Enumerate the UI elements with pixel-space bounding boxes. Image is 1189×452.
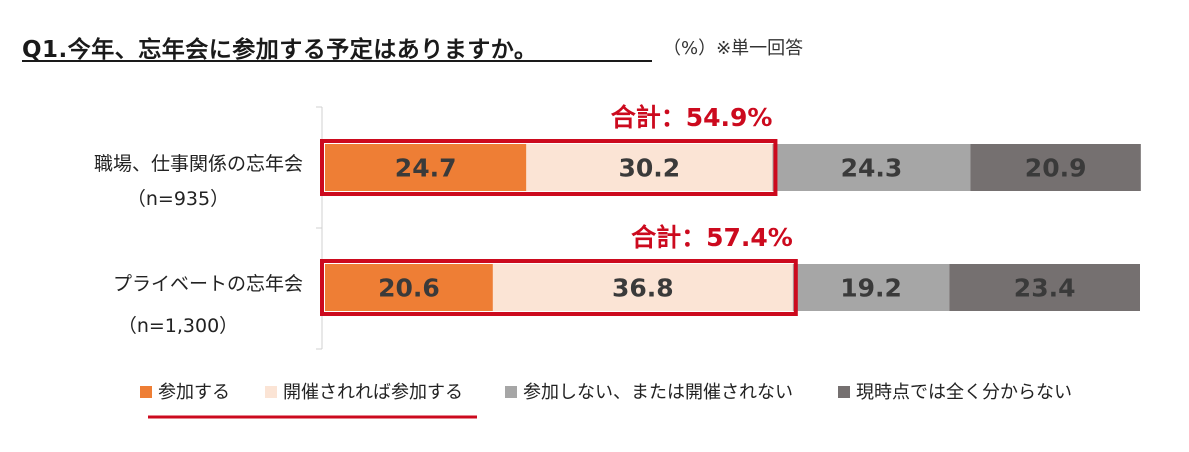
bar-label-0-1: 30.2 [619, 154, 681, 183]
bar-label-1-0: 20.6 [378, 274, 440, 303]
title-underline: Q1.今年、忘年会に参加する予定はありますか。 [22, 30, 652, 63]
legend-label-1: 開催されれば参加する [283, 382, 463, 403]
legend-swatch-0 [140, 386, 152, 398]
bar-label-0-0: 24.7 [395, 154, 457, 183]
category-label-1: プライベートの忘年会 [113, 273, 303, 295]
bar-1-1 [492, 264, 793, 311]
bar-0-3 [970, 144, 1141, 191]
bar-1-0 [325, 264, 493, 311]
bar-label-1-3: 23.4 [1014, 274, 1076, 303]
bar-0-1 [526, 144, 773, 191]
bar-0-2 [772, 144, 971, 191]
bar-label-1-2: 19.2 [840, 274, 902, 303]
bar-label-1-1: 36.8 [612, 274, 674, 303]
chart-subtitle: （%）※単一回答 [663, 38, 804, 59]
category-sublabel-0: （n=935） [127, 188, 229, 210]
total-annotation-0: 合計：54.9% [611, 103, 773, 132]
bar-1-3 [949, 264, 1140, 311]
bar-label-0-2: 24.3 [841, 154, 903, 183]
highlight-box-0 [320, 139, 778, 196]
chart-title: Q1.今年、忘年会に参加する予定はありますか。 [22, 37, 538, 63]
legend-label-2: 参加しない、または開催されない [523, 382, 793, 403]
category-label-0: 職場、仕事関係の忘年会 [94, 153, 303, 175]
bar-1-2 [792, 264, 950, 311]
total-annotation-1: 合計：57.4% [631, 223, 793, 252]
bar-label-0-3: 20.9 [1025, 154, 1087, 183]
legend-label-3: 現時点では全く分からない [856, 382, 1072, 403]
legend-swatch-3 [838, 386, 850, 398]
legend-label-0: 参加する [158, 382, 230, 403]
legend-swatch-2 [505, 386, 517, 398]
highlight-box-1 [320, 259, 798, 316]
bar-0-0 [325, 144, 527, 191]
legend-swatch-1 [265, 386, 277, 398]
category-sublabel-1: （n=1,300） [118, 315, 238, 337]
